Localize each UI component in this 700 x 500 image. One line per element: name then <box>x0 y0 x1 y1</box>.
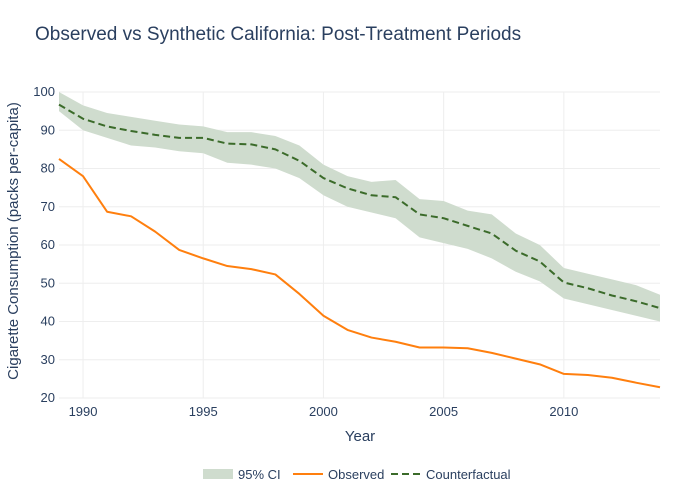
legend-item-counterfactual[interactable]: Counterfactual <box>391 467 511 482</box>
y-tick-label: 70 <box>41 199 55 214</box>
legend[interactable]: 95% CI Observed Counterfactual <box>203 467 511 482</box>
plot-area <box>58 92 661 389</box>
legend-label: Counterfactual <box>426 467 511 482</box>
y-tick-label: 60 <box>41 237 55 252</box>
legend-swatch-ci <box>203 469 233 479</box>
x-tick-label: 2000 <box>309 404 338 419</box>
y-tick-label: 30 <box>41 352 55 367</box>
legend-item-observed[interactable]: Observed <box>293 467 384 482</box>
x-axis-title: Year <box>345 428 375 445</box>
x-tick-label: 1990 <box>69 404 98 419</box>
y-axis-ticks: 20 30 40 50 60 70 80 90 100 <box>33 84 55 405</box>
ci-band <box>59 92 660 322</box>
counterfactual-line <box>58 103 661 310</box>
y-tick-label: 40 <box>41 314 55 329</box>
legend-label: 95% CI <box>238 467 281 482</box>
y-tick-label: 90 <box>41 122 55 137</box>
chart-title: Observed vs Synthetic California: Post-T… <box>35 24 521 45</box>
legend-label: Observed <box>328 467 384 482</box>
y-axis-title: Cigarette Consumption (packs per-capita) <box>5 102 22 380</box>
observed-line <box>58 158 661 389</box>
legend-item-ci[interactable]: 95% CI <box>203 467 281 482</box>
x-axis-ticks: 1990 1995 2000 2005 2010 <box>69 404 579 419</box>
y-tick-label: 80 <box>41 161 55 176</box>
x-tick-label: 1995 <box>189 404 218 419</box>
y-tick-label: 50 <box>41 275 55 290</box>
x-tick-label: 2010 <box>549 404 578 419</box>
x-tick-label: 2005 <box>429 404 458 419</box>
y-tick-label: 100 <box>33 84 55 99</box>
y-tick-label: 20 <box>41 390 55 405</box>
